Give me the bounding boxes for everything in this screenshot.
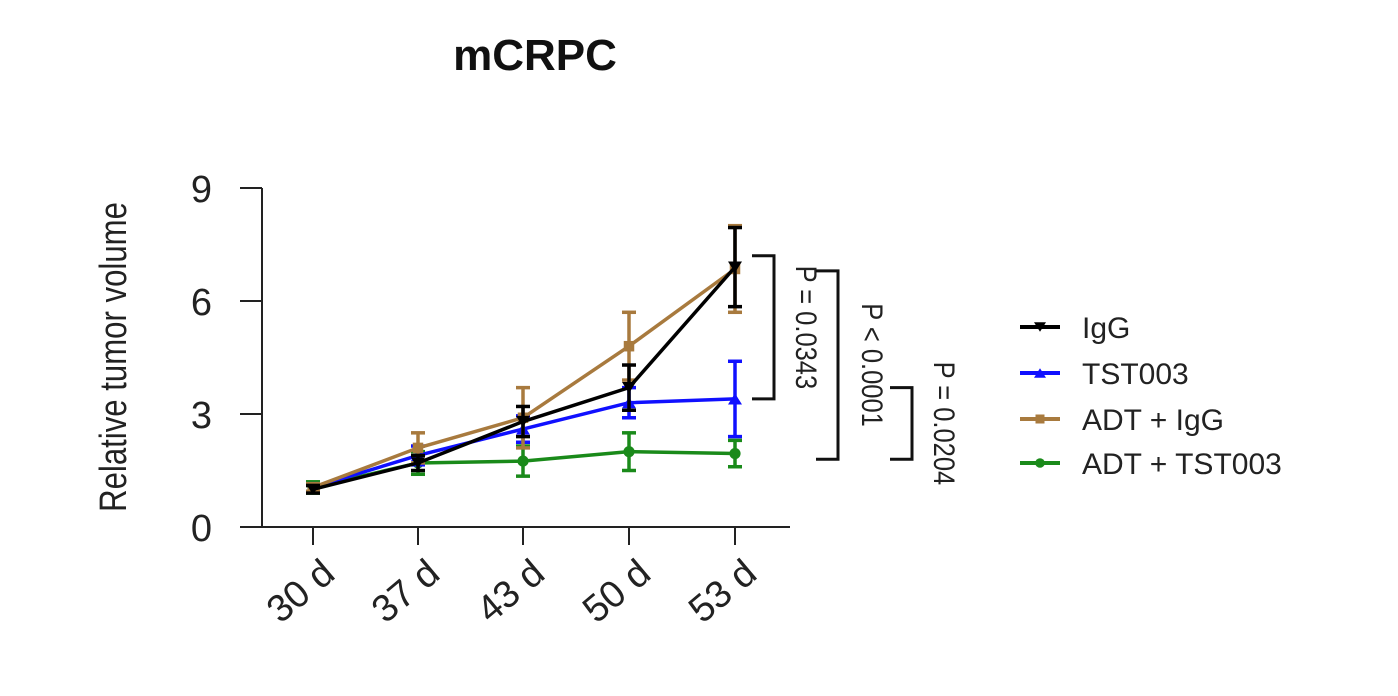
- marker-circle: [1035, 458, 1045, 468]
- marker-triangle-down: [728, 261, 742, 273]
- y-tick-label: 3: [191, 395, 212, 437]
- y-tick-label: 6: [191, 282, 212, 324]
- y-axis-label: Relative tumor volume: [93, 202, 135, 512]
- legend-label: ADT + TST003: [1082, 448, 1282, 481]
- series-igg: [306, 225, 742, 495]
- x-tick-label: 30 d: [259, 552, 343, 632]
- marker-triangle-down: [411, 457, 425, 469]
- chart-title: mCRPC: [453, 31, 617, 80]
- marker-triangle-down: [622, 382, 636, 394]
- marker-circle: [517, 455, 529, 467]
- p-value-label: P = 0.0204: [928, 362, 961, 486]
- marker-circle: [729, 447, 741, 460]
- marker-triangle-down: [516, 415, 530, 428]
- significance-bracket: [752, 254, 776, 401]
- marker-square: [623, 340, 635, 352]
- significance-annotations: P = 0.0343 P < 0.0001 P = 0.0204: [752, 254, 961, 486]
- marker-circle: [623, 446, 635, 458]
- y-tick-label: 0: [191, 508, 212, 550]
- marker-triangle-down: [1034, 322, 1046, 332]
- x-tick-label: 53 d: [681, 552, 765, 632]
- legend-entry: IgG: [1020, 312, 1130, 345]
- x-tick-label: 37 d: [364, 552, 448, 632]
- significance-bracket: [816, 269, 840, 461]
- marker-square: [1035, 414, 1045, 424]
- marker-triangle-up: [728, 393, 742, 405]
- plot-area: [306, 223, 742, 495]
- legend-label: ADT + IgG: [1082, 404, 1224, 437]
- x-tick-label: 43 d: [469, 552, 553, 632]
- p-value-label: P = 0.0343: [790, 266, 823, 390]
- marker-square: [412, 442, 424, 454]
- legend-entry: ADT + TST003: [1020, 448, 1282, 481]
- y-tick-label: 9: [191, 169, 212, 211]
- legend-label: IgG: [1082, 312, 1130, 345]
- marker-triangle-up: [1034, 368, 1046, 378]
- legend-entry: TST003: [1020, 358, 1189, 391]
- significance-bracket: [890, 386, 914, 461]
- legend-entry: ADT + IgG: [1020, 404, 1224, 437]
- p-value-label: P < 0.0001: [856, 303, 889, 427]
- legend: IgG TST003 ADT + IgG ADT + TST003: [1020, 312, 1282, 481]
- marker-triangle-down: [306, 483, 320, 495]
- legend-label: TST003: [1082, 358, 1189, 391]
- x-tick-label: 50 d: [575, 552, 659, 632]
